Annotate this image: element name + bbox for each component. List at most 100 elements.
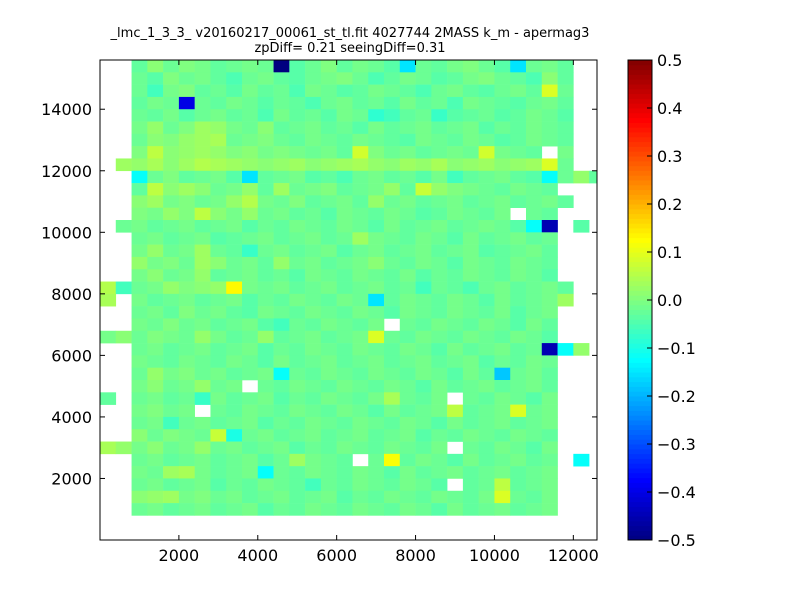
colorbar-segment bbox=[628, 381, 652, 387]
heatmap-cell bbox=[178, 503, 195, 516]
heatmap-cell bbox=[541, 109, 558, 122]
heatmap-cell bbox=[478, 392, 495, 405]
heatmap-cell bbox=[178, 84, 195, 98]
heatmap-cell bbox=[384, 343, 401, 356]
heatmap-cell bbox=[431, 72, 448, 85]
heatmap-cell bbox=[399, 146, 416, 159]
heatmap-cell bbox=[289, 269, 306, 282]
colorbar-segment bbox=[628, 516, 652, 522]
heatmap-cell bbox=[336, 183, 353, 196]
heatmap-cell bbox=[541, 306, 558, 319]
heatmap-cell bbox=[336, 429, 353, 442]
heatmap-cell bbox=[384, 330, 401, 344]
heatmap-cell bbox=[447, 96, 464, 110]
heatmap-cell bbox=[415, 466, 432, 479]
colorbar-segment bbox=[628, 415, 652, 421]
heatmap-cell bbox=[163, 60, 180, 73]
heatmap-cell bbox=[336, 60, 353, 73]
heatmap-cell bbox=[147, 490, 164, 504]
heatmap-cell bbox=[305, 183, 322, 196]
heatmap-cell bbox=[384, 293, 401, 307]
heatmap-cell bbox=[510, 503, 527, 516]
heatmap-cell bbox=[384, 306, 401, 319]
heatmap-cell bbox=[431, 416, 448, 430]
heatmap-cell bbox=[320, 318, 337, 332]
heatmap-cell bbox=[541, 170, 558, 184]
colorbar-segment bbox=[628, 218, 652, 224]
heatmap-cell bbox=[541, 318, 558, 332]
heatmap-cell bbox=[194, 207, 211, 221]
heatmap-cell bbox=[305, 466, 322, 479]
heatmap-cell bbox=[289, 133, 306, 147]
heatmap-cell bbox=[526, 269, 543, 282]
colorbar-segment bbox=[628, 285, 652, 291]
heatmap-cell bbox=[462, 133, 479, 147]
heatmap-cell bbox=[447, 404, 464, 418]
heatmap-cell bbox=[399, 392, 416, 405]
heatmap-cell bbox=[336, 195, 353, 208]
heatmap-cell bbox=[510, 453, 527, 467]
x-tick-label: 2000 bbox=[159, 546, 200, 565]
heatmap-cell bbox=[368, 453, 385, 467]
heatmap-cell bbox=[336, 72, 353, 85]
heatmap-cell bbox=[494, 170, 511, 184]
heatmap-cell bbox=[273, 146, 290, 159]
heatmap-cell bbox=[447, 84, 464, 98]
heatmap-cell bbox=[368, 392, 385, 405]
heatmap-cell bbox=[320, 133, 337, 147]
heatmap-cell bbox=[526, 158, 543, 172]
heatmap-cell bbox=[305, 355, 322, 368]
heatmap-cell bbox=[431, 60, 448, 73]
colorbar-segment bbox=[628, 69, 652, 75]
heatmap-cell bbox=[541, 416, 558, 430]
heatmap-cell bbox=[289, 109, 306, 122]
colorbar-segment bbox=[628, 280, 652, 287]
heatmap-cell bbox=[131, 158, 148, 172]
heatmap-cell bbox=[510, 170, 527, 184]
heatmap-cell bbox=[320, 416, 337, 430]
heatmap-cell bbox=[147, 244, 164, 258]
heatmap-cell bbox=[447, 256, 464, 270]
heatmap-cell bbox=[399, 121, 416, 135]
heatmap-cell bbox=[447, 109, 464, 122]
heatmap-cell bbox=[462, 96, 479, 110]
heatmap-cell bbox=[273, 404, 290, 418]
heatmap-cell bbox=[462, 256, 479, 270]
heatmap-cell bbox=[305, 195, 322, 208]
heatmap-cell bbox=[320, 330, 337, 344]
heatmap-cell bbox=[399, 490, 416, 504]
heatmap-cell bbox=[541, 256, 558, 270]
colorbar-segment bbox=[628, 362, 652, 368]
heatmap-cell bbox=[415, 330, 432, 344]
heatmap-cell bbox=[210, 121, 227, 135]
heatmap-cell bbox=[462, 306, 479, 319]
heatmap-cell bbox=[305, 146, 322, 159]
heatmap-cell bbox=[242, 207, 259, 221]
heatmap-cell bbox=[131, 441, 148, 455]
heatmap-cell bbox=[510, 183, 527, 196]
heatmap-cell bbox=[336, 170, 353, 184]
heatmap-cell bbox=[210, 416, 227, 430]
heatmap-cell bbox=[194, 441, 211, 455]
heatmap-cell bbox=[273, 453, 290, 467]
heatmap-cell bbox=[305, 392, 322, 405]
heatmap-cell bbox=[478, 269, 495, 282]
heatmap-cell bbox=[147, 478, 164, 492]
heatmap-cell bbox=[447, 490, 464, 504]
heatmap-cell bbox=[541, 429, 558, 442]
heatmap-cell bbox=[415, 84, 432, 98]
heatmap-cell bbox=[289, 318, 306, 332]
heatmap-cell bbox=[368, 281, 385, 295]
heatmap-cell bbox=[257, 380, 274, 393]
colorbar-segment bbox=[628, 242, 652, 248]
heatmap-cell bbox=[494, 195, 511, 208]
colorbar-segment bbox=[628, 228, 652, 234]
heatmap-cell bbox=[163, 441, 180, 455]
heatmap-cell bbox=[352, 133, 369, 147]
heatmap-cell bbox=[194, 503, 211, 516]
heatmap-cell bbox=[147, 416, 164, 430]
colorbar-segment bbox=[628, 232, 652, 239]
heatmap-cell bbox=[526, 60, 543, 73]
colorbar-segment bbox=[628, 506, 652, 512]
heatmap-cell bbox=[194, 318, 211, 332]
